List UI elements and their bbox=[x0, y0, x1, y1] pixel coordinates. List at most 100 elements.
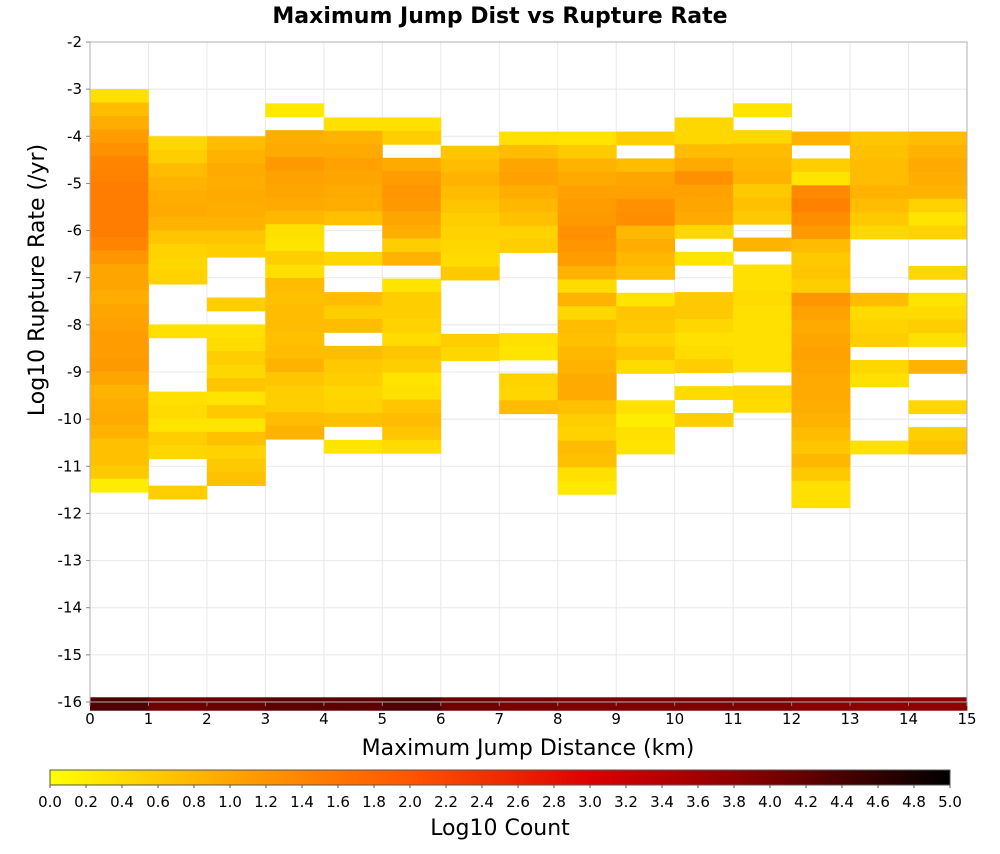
heatmap-cell bbox=[323, 318, 383, 333]
heatmap-cell bbox=[440, 266, 500, 281]
heatmap-cell bbox=[733, 318, 792, 333]
heatmap-cell bbox=[90, 411, 149, 426]
heatmap-cell bbox=[440, 239, 500, 254]
colorbar-tick-label: 3.2 bbox=[614, 793, 638, 811]
x-tick-label: 13 bbox=[841, 710, 860, 728]
colorbar-tick-label: 2.4 bbox=[470, 793, 494, 811]
heatmap-cell bbox=[791, 171, 851, 186]
heatmap-cell bbox=[499, 131, 559, 146]
heatmap-cell bbox=[382, 426, 442, 441]
heatmap-cell bbox=[733, 345, 792, 359]
heatmap-cell bbox=[90, 425, 149, 439]
heatmap-cell bbox=[382, 372, 442, 387]
colorbar-tick-label: 4.2 bbox=[794, 793, 818, 811]
y-tick-label: -14 bbox=[58, 599, 83, 617]
heatmap-cell-bottom-row bbox=[206, 697, 266, 711]
heatmap-cell bbox=[90, 398, 149, 412]
heatmap-cell bbox=[265, 277, 325, 292]
heatmap-cell bbox=[557, 252, 617, 267]
heatmap-cell bbox=[733, 264, 792, 279]
heatmap-cell bbox=[616, 400, 676, 415]
heatmap-cell bbox=[850, 145, 909, 159]
heatmap-cell bbox=[90, 116, 149, 130]
colorbar-tick-label: 1.0 bbox=[218, 793, 242, 811]
heatmap-cell bbox=[148, 431, 208, 446]
heatmap-cell bbox=[148, 270, 208, 285]
heatmap-cell bbox=[90, 317, 149, 332]
heatmap-cell bbox=[674, 345, 734, 360]
heatmap-cell-bottom-row bbox=[148, 697, 208, 711]
heatmap-cell bbox=[323, 211, 383, 226]
heatmap-cell bbox=[850, 225, 909, 240]
heatmap-cell bbox=[616, 413, 676, 428]
heatmap-cell bbox=[265, 304, 325, 319]
heatmap-cell bbox=[265, 291, 325, 306]
heatmap-cell bbox=[440, 212, 500, 227]
heatmap-cell bbox=[850, 185, 909, 200]
heatmap-cell bbox=[499, 386, 559, 401]
colorbar-tick-label: 0.8 bbox=[182, 793, 206, 811]
heatmap-cell bbox=[791, 333, 851, 347]
heatmap-cell bbox=[850, 440, 909, 455]
heatmap-cell-bottom-row bbox=[616, 697, 676, 711]
y-axis-ticks: -16 -15 -14 -13 -12 -11 -10 -9 -8 -7 -6 -5 -4 -3 -2 bbox=[58, 33, 90, 711]
heatmap-cell bbox=[791, 131, 851, 146]
heatmap-cell-bottom-row bbox=[382, 697, 442, 711]
heatmap-cell bbox=[90, 102, 149, 117]
heatmap-cell bbox=[908, 212, 968, 227]
heatmap-cell bbox=[206, 163, 266, 177]
heatmap-cell bbox=[499, 373, 559, 388]
heatmap-cell bbox=[148, 445, 208, 460]
heatmap-cell bbox=[499, 171, 559, 186]
heatmap-cell bbox=[791, 480, 851, 495]
heatmap-cell bbox=[440, 145, 500, 160]
heatmap-cell bbox=[908, 292, 968, 307]
colorbar-tick-label: 2.0 bbox=[398, 793, 422, 811]
heatmap-cell bbox=[206, 391, 266, 406]
x-tick-label: 14 bbox=[899, 710, 918, 728]
heatmap-cell bbox=[90, 142, 149, 157]
heatmap-cell bbox=[382, 439, 442, 454]
heatmap-cell bbox=[90, 478, 149, 493]
heatmap-cell bbox=[265, 237, 325, 252]
colorbar-tick-label: 4.8 bbox=[902, 793, 926, 811]
colorbar-tick-label: 2.6 bbox=[506, 793, 530, 811]
heatmap-cell bbox=[90, 384, 149, 399]
heatmap-cell bbox=[733, 210, 792, 225]
heatmap-cell bbox=[557, 467, 617, 482]
heatmap-cell bbox=[265, 183, 325, 198]
heatmap-cell bbox=[791, 306, 851, 321]
heatmap-cell bbox=[90, 304, 149, 318]
heatmap-cell bbox=[616, 427, 676, 441]
y-tick-label: -5 bbox=[67, 174, 82, 192]
heatmap-cell bbox=[557, 225, 617, 240]
y-tick-label: -3 bbox=[67, 80, 82, 98]
heatmap-cell bbox=[323, 251, 383, 266]
heatmap-cell bbox=[557, 333, 617, 347]
heatmap-cell bbox=[265, 318, 325, 333]
heatmap-cell bbox=[90, 89, 149, 103]
colorbar-tick-label: 0.0 bbox=[38, 793, 62, 811]
heatmap-cell bbox=[265, 385, 325, 400]
heatmap-cell-bottom-row bbox=[90, 697, 149, 711]
x-tick-label: 4 bbox=[319, 710, 329, 728]
heatmap-cell bbox=[557, 413, 617, 428]
y-tick-label: -9 bbox=[67, 363, 82, 381]
heatmap-cell bbox=[557, 480, 617, 495]
heatmap-cell bbox=[323, 144, 383, 159]
heatmap-cell bbox=[850, 292, 909, 307]
heatmap-cell bbox=[557, 265, 617, 280]
heatmap-cell bbox=[90, 290, 149, 305]
heatmap-cell bbox=[206, 337, 266, 352]
heatmap-cell bbox=[674, 292, 734, 306]
heatmap-cell bbox=[557, 454, 617, 468]
heatmap-cell bbox=[908, 131, 968, 146]
heatmap-cell bbox=[674, 184, 734, 199]
heatmap-cell bbox=[206, 297, 266, 312]
heatmap-cell bbox=[206, 458, 266, 473]
heatmap-cell bbox=[674, 224, 734, 239]
y-tick-label: -12 bbox=[58, 504, 83, 522]
heatmap-cell bbox=[206, 445, 266, 460]
